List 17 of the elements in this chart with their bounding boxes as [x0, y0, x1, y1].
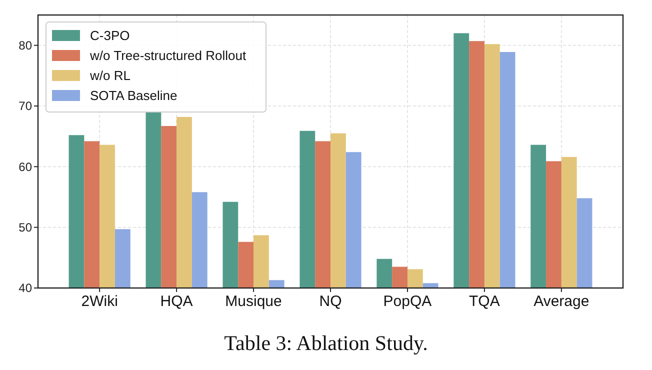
x-tick-label: TQA: [469, 293, 500, 310]
y-tick-label: 70: [18, 99, 32, 114]
legend-label: SOTA Baseline: [90, 88, 178, 104]
legend-label: w/o RL: [89, 68, 130, 84]
y-tick-label: 80: [18, 38, 32, 53]
y-tick-label: 50: [18, 220, 32, 235]
x-tick-label: 2Wiki: [81, 293, 118, 310]
y-tick-label: 40: [18, 281, 32, 296]
x-tick-label: PopQA: [383, 293, 432, 310]
x-tick-label: Average: [534, 293, 590, 310]
legend-label: w/o Tree-structured Rollout: [89, 48, 246, 64]
x-tick-label: NQ: [319, 293, 342, 310]
x-tick-label: Musique: [225, 293, 282, 310]
x-tick-label: HQA: [160, 293, 193, 310]
legend-label: C-3PO: [90, 28, 130, 44]
y-tick-label: 60: [18, 160, 32, 174]
caption: Table 3: Ablation Study.: [224, 331, 428, 355]
